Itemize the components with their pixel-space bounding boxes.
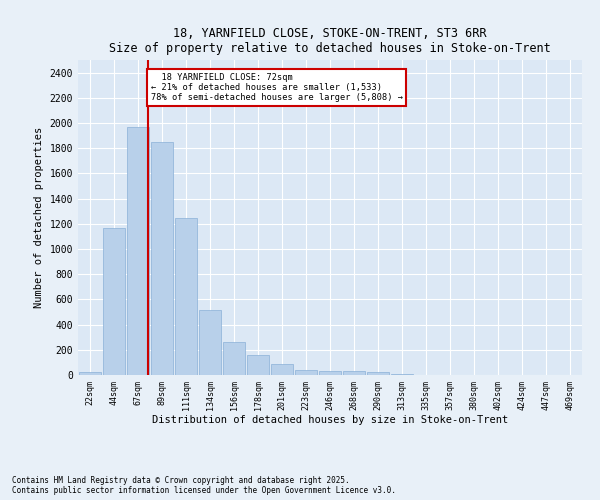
Bar <box>247 356 269 375</box>
Bar <box>79 372 101 375</box>
X-axis label: Distribution of detached houses by size in Stoke-on-Trent: Distribution of detached houses by size … <box>152 416 508 426</box>
Bar <box>127 127 149 375</box>
Bar <box>391 374 413 375</box>
Text: Contains HM Land Registry data © Crown copyright and database right 2025.
Contai: Contains HM Land Registry data © Crown c… <box>12 476 396 495</box>
Bar <box>319 370 341 375</box>
Bar <box>343 371 365 375</box>
Bar <box>175 218 197 375</box>
Y-axis label: Number of detached properties: Number of detached properties <box>34 127 44 308</box>
Bar <box>295 370 317 375</box>
Bar <box>151 142 173 375</box>
Bar <box>271 364 293 375</box>
Bar <box>199 310 221 375</box>
Title: 18, YARNFIELD CLOSE, STOKE-ON-TRENT, ST3 6RR
Size of property relative to detach: 18, YARNFIELD CLOSE, STOKE-ON-TRENT, ST3… <box>109 26 551 54</box>
Bar <box>103 228 125 375</box>
Text: 18 YARNFIELD CLOSE: 72sqm
← 21% of detached houses are smaller (1,533)
78% of se: 18 YARNFIELD CLOSE: 72sqm ← 21% of detac… <box>151 72 403 102</box>
Bar <box>223 342 245 375</box>
Bar <box>367 372 389 375</box>
